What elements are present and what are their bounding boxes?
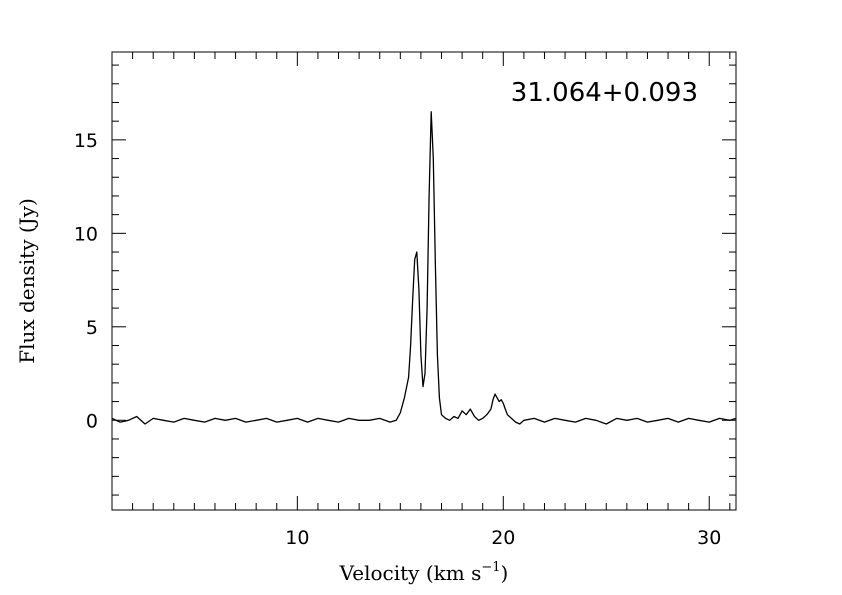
x-tick-label: 20	[491, 527, 515, 549]
x-axis-label-main: Velocity (km s	[339, 561, 482, 585]
x-axis-label-close: )	[501, 561, 509, 585]
x-tick-label: 30	[697, 527, 721, 549]
x-axis-label: Velocity (km s−1)	[339, 560, 509, 585]
y-axis-label: Flux density (Jy)	[15, 198, 39, 364]
y-tick-label: 10	[74, 223, 98, 245]
axis-ticks	[111, 52, 736, 510]
x-tick-label: 10	[285, 527, 309, 549]
source-annotation: 31.064+0.093	[511, 78, 698, 108]
spectrum-line	[111, 111, 737, 425]
axis-tick-labels: 10 20 30 0 5 10 15	[74, 130, 722, 549]
plot-frame	[111, 51, 737, 511]
y-tick-label: 5	[86, 317, 98, 339]
y-tick-label: 0	[86, 410, 98, 432]
x-axis-label-exponent: −1	[481, 560, 500, 575]
y-tick-label: 15	[74, 130, 98, 152]
